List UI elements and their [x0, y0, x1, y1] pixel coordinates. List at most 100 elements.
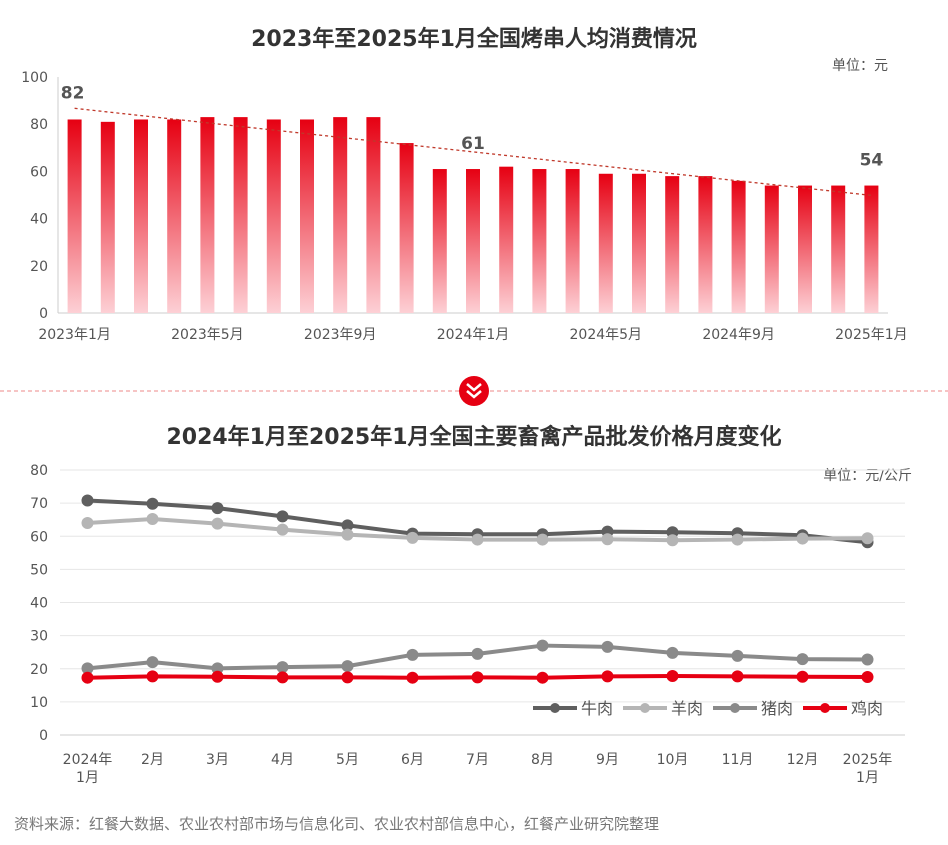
y-tick-label: 40 — [30, 212, 48, 228]
data-point — [796, 653, 809, 666]
bar — [798, 185, 812, 313]
bar — [565, 169, 580, 313]
data-point — [796, 670, 809, 683]
x-tick-label: 9月 — [596, 752, 619, 768]
data-point — [211, 670, 224, 683]
data-label: 54 — [860, 151, 884, 171]
y-tick-label: 0 — [39, 728, 48, 744]
data-point — [341, 528, 354, 541]
x-tick-label: 2024年5月 — [570, 327, 643, 343]
chevron-double-down-icon — [459, 376, 489, 406]
x-tick-label: 2024年1月 — [437, 327, 510, 343]
y-tick-label: 20 — [30, 259, 48, 275]
data-point — [341, 660, 354, 673]
data-point — [276, 523, 289, 536]
legend-marker — [640, 703, 650, 713]
data-point — [81, 517, 94, 529]
data-point — [731, 670, 744, 683]
y-tick-label: 10 — [30, 695, 48, 711]
bar — [532, 169, 547, 313]
bar — [698, 176, 713, 313]
data-point — [666, 534, 679, 547]
bar — [200, 117, 215, 314]
data-point — [731, 649, 744, 662]
x-tick-label: 2023年1月 — [38, 327, 111, 343]
data-point — [406, 531, 419, 544]
y-tick-label: 40 — [30, 596, 48, 612]
bar — [432, 169, 447, 313]
trend-line — [74, 107, 872, 197]
data-point — [861, 671, 874, 684]
x-tick-label: 8月 — [531, 752, 554, 768]
legend-marker — [730, 703, 740, 713]
x-tick-label: 2月 — [141, 752, 164, 768]
y-tick-label: 20 — [30, 662, 48, 678]
x-tick-label: 7月 — [466, 752, 489, 768]
bar — [665, 176, 680, 313]
bar — [333, 117, 348, 314]
bar — [399, 143, 414, 313]
data-point — [471, 647, 484, 660]
data-point — [81, 671, 94, 684]
x-tick-label: 2023年9月 — [304, 327, 377, 343]
x-tick-label: 2023年5月 — [171, 327, 244, 343]
data-point — [406, 671, 419, 684]
bar — [831, 185, 846, 313]
x-tick-label: 11月 — [722, 752, 754, 768]
data-point — [471, 533, 484, 546]
x-tick-label: 3月 — [206, 752, 229, 768]
bar — [499, 166, 514, 313]
data-point — [211, 517, 224, 530]
x-tick-label: 2024年9月 — [702, 327, 775, 343]
bar — [598, 173, 613, 313]
legend-marker — [820, 703, 830, 713]
data-point — [81, 494, 94, 507]
legend-marker — [550, 703, 560, 713]
data-point — [146, 513, 159, 526]
y-tick-label: 60 — [30, 164, 48, 180]
data-point — [666, 646, 679, 659]
x-tick-label: 10月 — [657, 752, 689, 768]
bar — [764, 185, 779, 313]
bar — [233, 117, 248, 314]
data-label: 61 — [461, 134, 485, 154]
chart2-unit: 单位：元/公斤 — [823, 468, 912, 484]
data-point — [211, 502, 224, 515]
data-point — [211, 662, 224, 675]
data-point — [276, 661, 289, 674]
data-point — [341, 671, 354, 684]
legend-label: 猪肉 — [761, 699, 793, 718]
data-label: 82 — [61, 83, 85, 103]
x-tick-label: 5月 — [336, 752, 359, 768]
legend-label: 牛肉 — [581, 699, 613, 718]
y-tick-label: 100 — [21, 70, 48, 86]
y-tick-label: 30 — [30, 629, 48, 645]
bar — [100, 121, 115, 313]
data-point — [536, 671, 549, 684]
y-tick-label: 80 — [30, 117, 48, 133]
data-point — [81, 662, 94, 675]
bar — [864, 185, 879, 313]
chart1-title: 2023年至2025年1月全国烤串人均消费情况 — [251, 26, 697, 52]
bar — [67, 119, 82, 313]
data-point — [731, 533, 744, 546]
source-note: 资料来源：红餐大数据、农业农村部市场与信息化司、农业农村部信息中心，红餐产业研究… — [14, 815, 659, 833]
data-point — [341, 519, 354, 532]
chart1-unit: 单位：元 — [832, 58, 888, 74]
data-point — [146, 497, 159, 510]
x-tick-label: 12月 — [787, 752, 819, 768]
bar — [731, 180, 746, 313]
data-point — [406, 648, 419, 661]
chart2-title: 2024年1月至2025年1月全国主要畜禽产品批发价格月度变化 — [166, 424, 781, 450]
data-point — [536, 639, 549, 652]
data-point — [146, 670, 159, 683]
legend-label: 羊肉 — [671, 699, 703, 718]
bar — [366, 117, 381, 314]
data-point — [601, 533, 614, 546]
x-tick-label: 2025年1月 — [835, 327, 908, 343]
x-tick-label: 6月 — [401, 752, 424, 768]
bar — [632, 173, 646, 313]
